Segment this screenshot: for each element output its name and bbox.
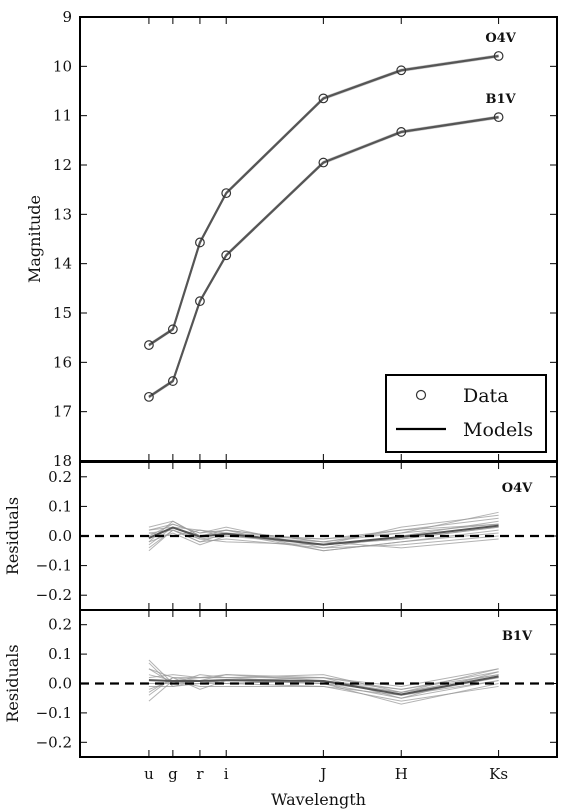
y-tick-label: 10: [53, 57, 72, 75]
data-point-o4v-u: [144, 340, 154, 350]
residual-y-tick-label: −0.2: [36, 586, 72, 604]
model-bundle-line: [148, 117, 499, 399]
data-point-b1v-Ks: [493, 112, 504, 123]
y-axis-label-residuals-1: Residuals: [3, 497, 22, 575]
data-point-b1v-u: [144, 391, 154, 402]
series-label-b1v: B1V: [486, 92, 517, 107]
model-line-o4v: [148, 54, 499, 346]
data-point-o4v-H: [396, 65, 407, 76]
data-point-b1v-J: [318, 157, 329, 168]
legend-box: [385, 374, 547, 453]
legend: Data Models: [385, 374, 547, 453]
data-point-o4v-J: [318, 93, 329, 104]
x-tick-label-H: H: [395, 765, 408, 783]
data-point-o4v-Ks: [493, 51, 504, 61]
y-axis-label-magnitude: Magnitude: [25, 195, 44, 283]
residual-panel-label-1: O4V: [502, 481, 533, 496]
y-tick-label: 16: [53, 353, 72, 371]
residual-y-tick-label: −0.1: [36, 704, 72, 722]
model-bundle-line: [148, 56, 499, 347]
data-point-o4v-r: [195, 237, 205, 248]
legend-data-marker: [415, 389, 427, 401]
y-tick-label: 11: [53, 107, 72, 125]
data-point-b1v-r: [195, 296, 205, 307]
legend-data-label: Data: [463, 385, 509, 407]
residual-mean-line: [148, 675, 499, 696]
x-tick-label-J: J: [318, 765, 326, 783]
residual-y-tick-label: −0.2: [36, 733, 72, 751]
residual-y-tick-label: 0.0: [48, 675, 72, 693]
x-tick-label-Ks: Ks: [489, 765, 508, 783]
residual-y-tick-label: 0.2: [48, 468, 72, 486]
y-tick-label: 14: [53, 255, 72, 273]
residual-y-tick-label: 0.1: [48, 645, 72, 663]
y-tick-label: 18: [53, 452, 72, 470]
y-tick-label: 15: [53, 304, 72, 322]
data-point-b1v-i: [221, 250, 232, 261]
residual-y-tick-label: 0.2: [48, 616, 72, 634]
y-axis-label-residuals-2: Residuals: [3, 644, 22, 722]
residual-line: [148, 511, 499, 543]
residual-y-tick-label: 0.1: [48, 497, 72, 515]
x-tick-label-g: g: [168, 765, 178, 783]
data-point-o4v-i: [221, 188, 232, 199]
data-point-b1v-g: [167, 376, 178, 386]
model-line-b1v: [148, 116, 499, 398]
series-label-o4v: O4V: [485, 31, 516, 46]
y-tick-label: 13: [53, 205, 72, 223]
y-tick-label: 9: [62, 8, 72, 26]
x-tick-label-u: u: [144, 765, 154, 783]
data-point-b1v-H: [396, 127, 407, 137]
model-bundle-line: [148, 117, 499, 398]
data-point-o4v-g: [167, 324, 178, 335]
y-tick-label: 17: [53, 403, 72, 421]
y-tick-label: 12: [53, 156, 72, 174]
x-tick-label-i: i: [224, 765, 229, 783]
x-tick-label-r: r: [196, 765, 204, 783]
x-axis-label: Wavelength: [271, 790, 366, 809]
residual-panel-label-2: B1V: [502, 629, 533, 644]
residual-y-tick-label: 0.0: [48, 527, 72, 545]
residual-y-tick-label: −0.1: [36, 557, 72, 575]
legend-models-label: Models: [463, 419, 533, 441]
